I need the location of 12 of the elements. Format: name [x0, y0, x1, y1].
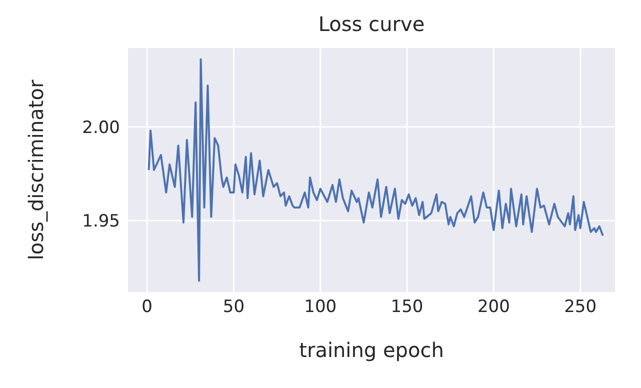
x-tick-label: 100 — [304, 297, 337, 318]
y-tick-label: 1.95 — [82, 212, 120, 232]
line-series — [148, 58, 604, 282]
y-axis-title: loss_discriminator — [24, 80, 48, 260]
x-tick-label: 250 — [564, 297, 597, 318]
x-tick-label: 150 — [390, 297, 424, 318]
x-tick-label: 200 — [477, 297, 510, 318]
x-tick-label: 0 — [142, 297, 152, 318]
y-tick-label: 2.00 — [82, 118, 120, 138]
x-axis-title: training epoch — [298, 338, 445, 362]
x-tick-label: 50 — [222, 297, 245, 318]
chart-title: Loss curve — [317, 12, 426, 36]
